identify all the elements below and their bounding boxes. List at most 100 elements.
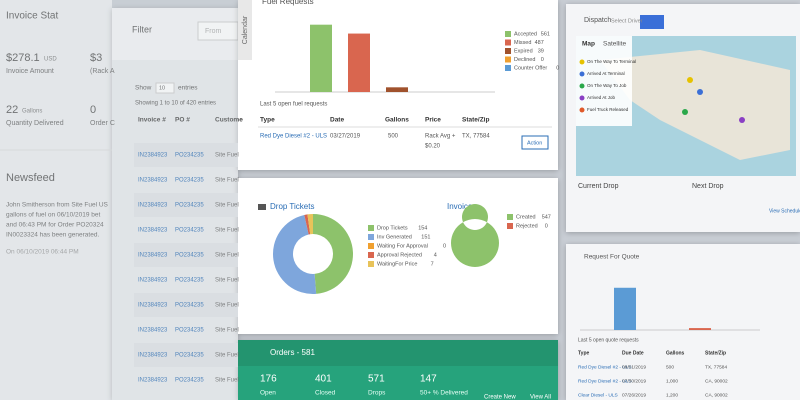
table-cell: Site Fuel: [215, 328, 239, 334]
table-header: Type: [578, 350, 590, 356]
stat-value: $3: [90, 52, 102, 64]
caption: Last 5 open quote requests: [578, 337, 639, 343]
table-header: State/Zip: [705, 350, 726, 356]
table-cell: Site Fuel: [215, 353, 239, 359]
legend-label: On The Way To Job: [587, 83, 627, 88]
table-cell: Site Fuel: [215, 253, 239, 259]
legend-swatch: [505, 48, 511, 54]
link[interactable]: View All: [530, 395, 551, 400]
table-header: Due Date: [622, 350, 644, 356]
stat-unit: Gallons: [22, 109, 42, 115]
table-cell: Site Fuel: [215, 203, 239, 209]
pin: [579, 71, 585, 77]
legend-value: 0: [541, 57, 544, 63]
legend-label: Waiting For Approval: [377, 243, 428, 249]
link[interactable]: View Schedule: [769, 208, 800, 214]
select: Select Driver: [611, 18, 643, 24]
table-cell: 1,200: [666, 392, 678, 398]
input-placeholder: From: [205, 28, 222, 35]
newsfeed-text: and 06:43 PM for Order PO20324: [6, 222, 104, 229]
map-pin: [682, 109, 688, 115]
newsfeed-text: IN0023324 has been generated.: [6, 232, 99, 239]
legend-swatch: [507, 214, 513, 220]
label: entries: [178, 85, 198, 92]
pin: [579, 59, 585, 65]
table-cell: Site Fuel: [215, 378, 239, 384]
section-title: Newsfeed: [6, 172, 55, 184]
pin: [579, 83, 585, 89]
legend-label: Expired: [514, 48, 533, 54]
table-header: Date: [330, 117, 344, 124]
legend-value: 487: [535, 40, 544, 46]
legend-swatch: [505, 39, 511, 46]
table-cell: 03/27/2019: [330, 134, 361, 140]
link[interactable]: Create New: [484, 395, 516, 400]
table-cell: TX, 77584: [705, 364, 727, 370]
stat-value: 176: [260, 374, 277, 385]
stat-value: 0: [90, 104, 96, 116]
table-cell: PO234235: [175, 253, 204, 259]
table-cell: IN2384923: [138, 153, 168, 159]
panel-title: Dispatch: [584, 17, 611, 24]
legend-swatch: [368, 225, 374, 231]
table-cell: PO234235: [175, 353, 204, 359]
row-stripe: [134, 293, 238, 317]
panel-title: Filter: [132, 24, 152, 34]
table-header: Custome: [215, 117, 243, 124]
table-cell: PO234235: [175, 278, 204, 284]
stat-value: 571: [368, 374, 385, 385]
donut-segment: [307, 214, 313, 235]
table-cell: IN2384923: [138, 378, 168, 384]
stat-value: $278.1: [6, 52, 40, 64]
calendar-tab[interactable]: [238, 0, 252, 60]
newsfeed-text: gallons of fuel on 06/10/2019 bet: [6, 212, 101, 219]
panel-title: Invoice Stat: [6, 11, 58, 22]
map-tab[interactable]: Satellite: [603, 41, 627, 48]
label: Current Drop: [578, 183, 619, 190]
newsfeed-date: On 06/10/2019 06:44 PM: [6, 249, 79, 256]
driver-button[interactable]: [640, 15, 664, 29]
action-button[interactable]: [521, 135, 549, 150]
panel-title: Invoices: [447, 202, 476, 211]
legend-label: Fuel Truck Released: [587, 107, 629, 112]
table-cell: IN2384923: [138, 178, 168, 184]
select-value: 10: [159, 85, 165, 91]
legend-label: On The Way To Terminal: [587, 59, 636, 64]
entries-select[interactable]: [155, 82, 175, 94]
table-cell: PO234235: [175, 328, 204, 334]
table-cell: CA, 90002: [705, 378, 728, 384]
panel-title: Fuel Requests: [262, 0, 314, 6]
legend-swatch: [507, 223, 513, 229]
legend-label: Accepted: [514, 31, 537, 37]
table-cell: Red Dye Diesel #2 - ULS: [260, 134, 327, 140]
showing-info: Showing 1 to 10 of 420 entries: [135, 101, 216, 107]
legend-swatch: [505, 65, 511, 71]
table-cell: IN2384923: [138, 278, 168, 284]
table-cell: IN2384923: [138, 328, 168, 334]
bar: [348, 33, 370, 92]
legend-swatch: [368, 261, 374, 267]
table-cell: PO234235: [175, 153, 204, 159]
newsfeed-text: John Smitherson from Site Fuel US: [6, 202, 109, 209]
map-pin: [697, 89, 703, 95]
legend-label: Counter Offer: [514, 65, 547, 71]
stat-label: Open: [260, 390, 276, 397]
legend-value: 547: [542, 214, 551, 220]
label: Show: [135, 85, 152, 92]
table-header: PO #: [175, 117, 190, 124]
label: Next Drop: [692, 183, 724, 190]
map-tab[interactable]: Map: [582, 41, 595, 48]
legend-swatch: [368, 234, 374, 240]
legend-swatch: [505, 56, 511, 63]
legend-label: Created: [516, 214, 536, 220]
table-cell: Red Dye Diesel #2 - ULS: [578, 364, 632, 370]
stat-value: 22: [6, 104, 18, 116]
table-header: Invoice #: [138, 117, 166, 124]
legend-swatch: [368, 252, 374, 258]
fuel-panel: [238, 0, 558, 170]
legend-label: Arrived At Terminal: [587, 71, 625, 76]
legend-label: Drop Tickets: [377, 225, 408, 231]
stat-value: 401: [315, 374, 332, 385]
legend-value: 154: [418, 225, 427, 231]
legend-label: Approval Rejected: [377, 252, 422, 258]
